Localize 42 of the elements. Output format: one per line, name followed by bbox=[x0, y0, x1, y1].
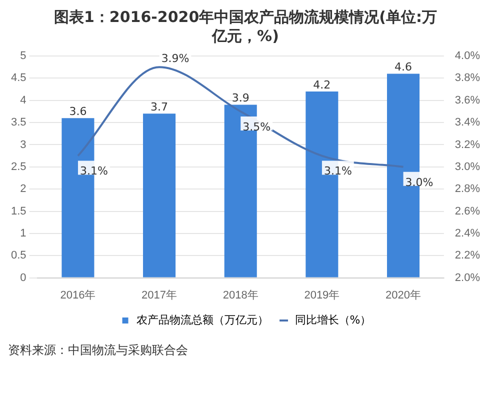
x-tick-label: 2016年 bbox=[60, 289, 96, 302]
y-tick-label: 3 bbox=[20, 138, 26, 151]
x-tick-label: 2019年 bbox=[304, 289, 340, 302]
y2-tick-label: 3.8% bbox=[454, 72, 480, 84]
y-tick-label: 4.5 bbox=[10, 72, 26, 84]
y-tick-label: 0 bbox=[20, 272, 26, 284]
y2-tick-label: 2.0% bbox=[454, 272, 480, 284]
y2-tick-label: 3.2% bbox=[454, 138, 480, 151]
y2-tick-label: 2.2% bbox=[454, 250, 480, 262]
y2-tick-label: 2.8% bbox=[454, 183, 480, 196]
bar bbox=[143, 114, 176, 278]
data-label: 3.1% bbox=[324, 164, 352, 178]
y2-tick-label: 3.6% bbox=[454, 94, 480, 106]
x-tick-label: 2020年 bbox=[386, 289, 422, 302]
x-tick-label: 2017年 bbox=[142, 289, 178, 302]
data-label: 4.2 bbox=[313, 78, 331, 92]
y-tick-label: 5 bbox=[20, 50, 26, 62]
y-tick-label: 3.5 bbox=[10, 116, 26, 129]
y2-tick-label: 2.6% bbox=[454, 205, 480, 218]
y2-tick-label: 3.4% bbox=[454, 116, 480, 129]
legend-label: 同比增长（%） bbox=[294, 313, 372, 326]
y-tick-label: 1 bbox=[20, 227, 26, 240]
data-label: 3.0% bbox=[405, 176, 434, 189]
text: 资料来源：中国物流与采购联合会 bbox=[8, 342, 189, 359]
data-label: 3.6 bbox=[69, 104, 87, 118]
data-label: 3.5% bbox=[242, 120, 271, 134]
data-label: 3.9% bbox=[161, 52, 190, 65]
y-tick-label: 4 bbox=[20, 94, 26, 106]
data-label: 3.7 bbox=[150, 100, 168, 114]
chart-title: 图表1：2016-2020年中国农产品物流规模情况(单位:万亿元，%) bbox=[52, 8, 438, 46]
y-tick-label: 2.5 bbox=[10, 160, 26, 173]
y-tick-label: 1.5 bbox=[10, 205, 26, 218]
data-label: 3.9 bbox=[232, 92, 250, 105]
data-label: 3.1% bbox=[80, 164, 108, 178]
y2-tick-label: 4.0% bbox=[454, 50, 480, 62]
y-tick-label: 0.5 bbox=[10, 250, 26, 262]
data-label: 4.6 bbox=[394, 60, 412, 74]
x-tick-label: 2018年 bbox=[222, 289, 258, 302]
y-tick-label: 2 bbox=[20, 183, 26, 196]
legend-label: 农产品物流总额（万亿元） bbox=[136, 313, 268, 326]
y2-tick-label: 3.0% bbox=[454, 160, 480, 173]
y2-tick-label: 2.4% bbox=[454, 227, 480, 240]
